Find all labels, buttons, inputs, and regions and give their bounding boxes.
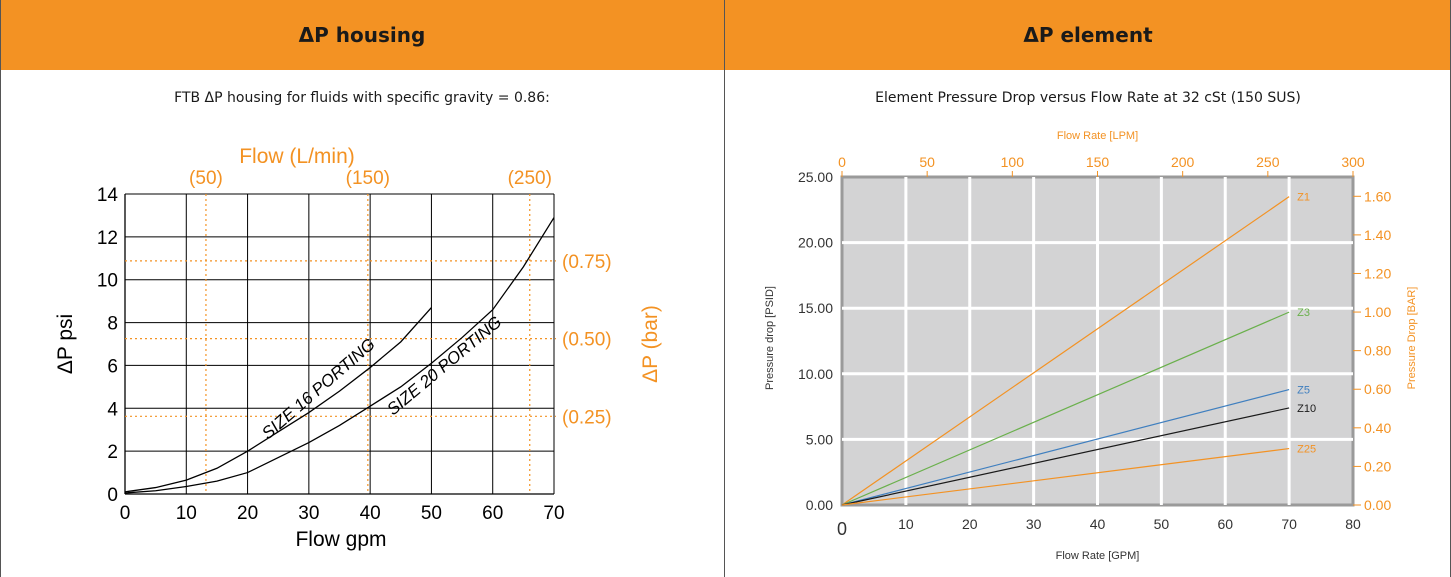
- x-tick-label: 50: [1154, 516, 1170, 532]
- y-tick-label: 8: [107, 314, 118, 335]
- series-line-z3: [841, 311, 1290, 506]
- y-tick-label: 10: [97, 271, 118, 292]
- y-tick-label: 5.00: [806, 431, 833, 447]
- housing-column: ΔP housing FTB ΔP housing for fluids wit…: [0, 0, 724, 577]
- table-divider: [724, 0, 725, 577]
- x-tick-label: 10: [898, 516, 914, 532]
- series-line-z10: [841, 407, 1290, 506]
- y2-tick-label: 0.00: [1364, 497, 1391, 513]
- x2-axis-title: Flow Rate [LPM]: [1057, 130, 1138, 142]
- series-line-z5: [841, 388, 1290, 506]
- series-line-z1: [841, 196, 1290, 506]
- y-tick-label: 14: [97, 185, 119, 206]
- x-tick-label: 20: [962, 516, 978, 532]
- x-tick-label: 40: [360, 503, 381, 524]
- housing-subtitle: FTB ΔP housing for fluids with specific …: [174, 90, 550, 106]
- series-line-z25: [841, 447, 1290, 506]
- housing-header: ΔP housing: [0, 0, 724, 70]
- series-label-z25: Z25: [1297, 444, 1316, 456]
- x-tick-label: 30: [298, 503, 319, 524]
- y-axis-title: ΔP psi: [54, 314, 77, 374]
- y-tick-label: 6: [107, 356, 118, 377]
- y2-tick-label: 1.40: [1364, 227, 1391, 243]
- y2-axis-title: ΔP (bar): [639, 305, 662, 383]
- y-axis-title: Pressure drop [PSID]: [764, 286, 776, 390]
- y2-tick-label: 0.80: [1364, 343, 1391, 359]
- x-tick-label: 80: [1345, 516, 1361, 532]
- size-16-curve: [124, 307, 432, 493]
- x-tick-label: 60: [1217, 516, 1233, 532]
- x2-tick-label: 50: [919, 154, 935, 170]
- housing-chart: 0 10 20 30 40 50 60 70 0 2 4 6 8 10 12 14 (50) (150) (250)…: [54, 145, 662, 551]
- lpm-reference-label: (50): [189, 168, 223, 189]
- x-tick-label: 70: [1281, 516, 1297, 532]
- x-tick-label: 50: [421, 503, 442, 524]
- size-16-label: SIZE 16 PORTING: [258, 335, 379, 443]
- y-tick-label: 0.00: [806, 497, 833, 513]
- y2-tick-label: 0.20: [1364, 458, 1391, 474]
- y-tick-label: 15.00: [798, 300, 833, 316]
- x-tick-label: 0: [837, 519, 847, 539]
- y-tick-label: 10.00: [798, 366, 833, 382]
- x-tick-label: 20: [237, 503, 258, 524]
- lpm-reference-label: (250): [508, 168, 552, 189]
- y-tick-label: 25.00: [798, 169, 833, 185]
- x2-tick-label: 250: [1256, 154, 1280, 170]
- bar-reference-label: (0.50): [562, 330, 612, 351]
- y2-tick-label: 0.40: [1364, 420, 1391, 436]
- x2-tick-label: 0: [838, 154, 846, 170]
- bar-reference-label: (0.75): [562, 252, 612, 273]
- y-tick-label: 12: [97, 228, 118, 249]
- x-tick-label: 40: [1090, 516, 1106, 532]
- element-subtitle: Element Pressure Drop versus Flow Rate a…: [875, 90, 1301, 106]
- x-axis-title: Flow gpm: [295, 528, 386, 551]
- y2-axis-title: Pressure Drop [BAR]: [1406, 287, 1418, 390]
- x-tick-label: 60: [482, 503, 503, 524]
- y-tick-label: 4: [107, 399, 118, 420]
- element-header: ΔP element: [725, 0, 1451, 70]
- element-column: ΔP element Element Pressure Drop versus …: [725, 0, 1451, 577]
- y2-tick-label: 1.20: [1364, 265, 1391, 281]
- x-tick-label: 70: [543, 503, 564, 524]
- series-label-z10: Z10: [1297, 403, 1316, 415]
- element-chart: 0 10 20 30 40 50 60 70 800.005.0010.0015.0020.00…: [764, 130, 1418, 562]
- y2-tick-label: 1.60: [1364, 188, 1391, 204]
- y-tick-label: 0: [107, 485, 118, 506]
- table-border-left: [0, 0, 1, 577]
- x-tick-label: 30: [1026, 516, 1042, 532]
- lpm-reference-label: (150): [346, 168, 390, 189]
- series-label-z1: Z1: [1297, 192, 1310, 204]
- size-20-curve: [124, 217, 555, 494]
- x-tick-label: 10: [176, 503, 197, 524]
- x2-axis-title: Flow (L/min): [239, 145, 355, 168]
- x2-tick-label: 200: [1171, 154, 1195, 170]
- y-tick-label: 20.00: [798, 235, 833, 251]
- y-tick-label: 2: [107, 442, 118, 463]
- x-tick-label: 0: [120, 503, 131, 524]
- x2-tick-label: 100: [1001, 154, 1025, 170]
- x2-tick-label: 150: [1086, 154, 1110, 170]
- series-label-z3: Z3: [1297, 307, 1310, 319]
- x-axis-title: Flow Rate [GPM]: [1056, 550, 1140, 562]
- y2-tick-label: 1.00: [1364, 304, 1391, 320]
- series-label-z5: Z5: [1297, 385, 1310, 397]
- y2-tick-label: 0.60: [1364, 381, 1391, 397]
- bar-reference-label: (0.25): [562, 407, 612, 428]
- x2-tick-label: 300: [1341, 154, 1365, 170]
